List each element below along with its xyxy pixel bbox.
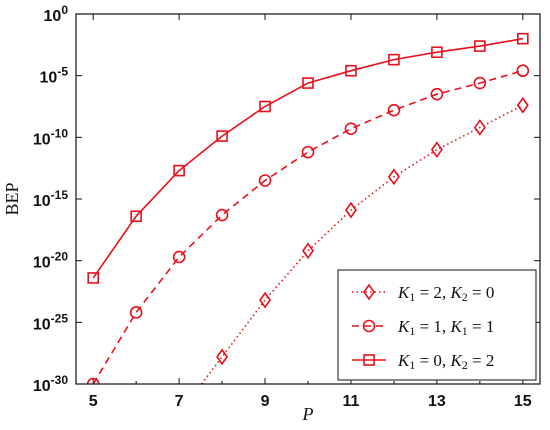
y-tick-label: 100 — [44, 3, 69, 25]
plot-frame — [75, 13, 541, 385]
data-point-circle — [215, 208, 229, 222]
series-diamond — [200, 96, 529, 384]
data-point-square — [517, 32, 529, 45]
data-point-circle — [473, 76, 487, 90]
data-point-square — [431, 46, 443, 59]
legend-marker-square — [363, 354, 375, 366]
data-point-circle — [387, 103, 401, 117]
legend-label-square: K1 = 0, K2 = 2 — [397, 351, 494, 372]
data-point-circle — [516, 64, 530, 78]
data-point-circle — [430, 87, 444, 101]
y-tick-label: 10-15 — [33, 188, 68, 210]
legend-label-circle: K1 = 1, K1 = 1 — [397, 317, 494, 338]
x-tick-label: 13 — [428, 393, 446, 410]
y-tick-label: 10-10 — [33, 126, 68, 148]
x-tick-label: 15 — [514, 393, 532, 410]
data-point-circle — [258, 174, 272, 187]
data-point-square — [87, 272, 99, 284]
data-point-diamond — [473, 119, 486, 136]
x-tick-label: 7 — [175, 393, 184, 410]
x-axis-label: P — [302, 404, 314, 424]
data-point-diamond — [344, 201, 357, 219]
data-point-circle — [86, 377, 100, 384]
legend-label-diamond: K1 = 2, K2 = 0 — [397, 283, 494, 304]
data-point-square — [130, 210, 142, 223]
data-point-square — [345, 64, 357, 77]
legend-marker-circle — [362, 319, 376, 333]
data-point-diamond — [430, 141, 443, 159]
data-point-diamond — [259, 291, 272, 309]
y-tick-label: 10-30 — [33, 373, 68, 395]
series-square — [87, 32, 529, 284]
x-tick-label: 5 — [89, 393, 98, 410]
x-tick-label: 11 — [343, 393, 360, 410]
data-point-diamond — [216, 348, 229, 366]
x-tick-label: 9 — [261, 393, 270, 410]
data-point-square — [259, 100, 271, 113]
data-point-diamond — [302, 242, 314, 260]
data-point-circle — [172, 250, 186, 264]
data-point-diamond — [516, 96, 529, 114]
series-line-square — [92, 37, 523, 279]
data-point-square — [474, 40, 486, 52]
data-point-square — [302, 77, 314, 89]
data-point-circle — [344, 122, 358, 135]
y-tick-label: 10-5 — [40, 65, 69, 87]
data-point-square — [173, 164, 185, 177]
legend-marker-diamond — [363, 283, 375, 301]
y-tick-label: 10-20 — [33, 250, 68, 272]
series-line-diamond — [200, 104, 524, 384]
data-point-circle — [301, 145, 315, 159]
data-point-diamond — [387, 168, 400, 186]
y-axis-label: BEP — [2, 182, 22, 215]
data-point-square — [216, 130, 228, 142]
data-point-circle — [129, 306, 143, 319]
series-circle — [86, 64, 530, 384]
data-point-square — [388, 53, 400, 66]
y-tick-label: 10-25 — [33, 311, 68, 333]
